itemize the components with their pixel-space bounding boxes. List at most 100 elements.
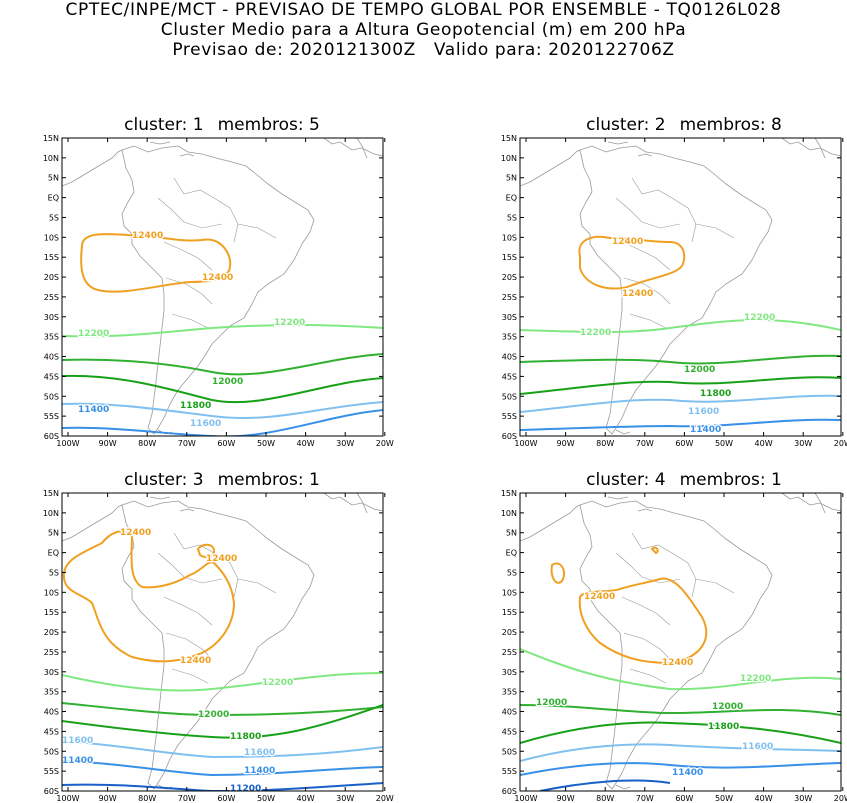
panel-title: cluster: 2 membros: 8 bbox=[586, 115, 782, 135]
contour-label: 12200 bbox=[262, 678, 293, 688]
lat-tick-label: 10N bbox=[501, 154, 517, 163]
panel-cluster: cluster: 4 bbox=[586, 470, 665, 490]
coastline bbox=[62, 149, 123, 187]
lat-tick-label: 5N bbox=[48, 174, 59, 183]
country-borders bbox=[157, 177, 277, 329]
lat-tick-label: 55S bbox=[502, 767, 517, 776]
panel-cluster: cluster: 1 bbox=[124, 115, 203, 135]
lat-tick-label: EQ bbox=[506, 194, 517, 203]
contour-label: 12400 bbox=[202, 273, 233, 283]
lon-tick-label: 30W bbox=[794, 794, 812, 803]
panel-membros: membros: 8 bbox=[680, 115, 782, 135]
country-borders bbox=[157, 532, 277, 684]
lat-tick-label: 10S bbox=[44, 233, 59, 242]
lat-tick-label: 35S bbox=[502, 688, 517, 697]
contour-line bbox=[80, 233, 232, 293]
lat-tick-label: 50S bbox=[502, 392, 517, 401]
contour-label: 12200 bbox=[744, 313, 775, 323]
contour-label: 11400 bbox=[672, 768, 703, 778]
coastline bbox=[356, 493, 368, 514]
contour-line bbox=[520, 704, 841, 716]
lon-tick-label: 100W bbox=[56, 439, 79, 448]
lat-tick-label: 20S bbox=[44, 628, 59, 637]
contour-label: 12400 bbox=[612, 237, 643, 247]
coastline bbox=[149, 141, 195, 157]
contour-line bbox=[62, 702, 383, 717]
lat-tick-label: 15S bbox=[44, 253, 59, 262]
lat-tick-label: 60S bbox=[44, 787, 59, 796]
lon-tick-label: 70W bbox=[178, 439, 196, 448]
lon-tick-label: 90W bbox=[99, 439, 117, 448]
contour-label: 12400 bbox=[622, 289, 653, 299]
lon-tick-label: 70W bbox=[636, 794, 654, 803]
coastline bbox=[121, 500, 315, 790]
lat-tick-label: 55S bbox=[44, 767, 59, 776]
map-frame bbox=[61, 492, 384, 792]
lat-tick-label: 15S bbox=[44, 608, 59, 617]
lon-tick-label: 30W bbox=[336, 794, 354, 803]
contour-line bbox=[62, 782, 383, 791]
map-panel-3: cluster: 3 membros: 1 12400 12400 12400 12200… bbox=[43, 470, 394, 803]
lat-tick-label: 30S bbox=[502, 313, 517, 322]
contour-line bbox=[62, 672, 383, 692]
lon-tick-label: 80W bbox=[596, 794, 614, 803]
contour-line bbox=[520, 418, 841, 431]
lat-tick-label: 5S bbox=[49, 213, 59, 222]
lat-tick-label: 45S bbox=[502, 727, 517, 736]
contour-label: 11800 bbox=[180, 401, 211, 411]
lon-tick-label: 50W bbox=[715, 794, 733, 803]
lon-tick-label: 20W bbox=[834, 439, 847, 448]
lat-tick-label: 60S bbox=[44, 432, 59, 441]
coastline bbox=[607, 496, 653, 512]
contour-label: 11400 bbox=[690, 425, 721, 435]
contour-label: 11600 bbox=[742, 742, 773, 752]
lon-tick-label: 60W bbox=[675, 794, 693, 803]
coastline bbox=[62, 504, 123, 542]
lon-tick-label: 100W bbox=[514, 794, 537, 803]
coastline bbox=[356, 138, 368, 159]
lat-tick-label: 15S bbox=[502, 608, 517, 617]
lat-tick-label: 40S bbox=[502, 708, 517, 717]
lon-tick-label: 100W bbox=[514, 439, 537, 448]
lat-tick-label: 5N bbox=[506, 174, 517, 183]
coastline bbox=[149, 496, 195, 512]
lon-tick-label: 90W bbox=[99, 794, 117, 803]
coastline bbox=[579, 500, 773, 790]
contour-label: 11200 bbox=[230, 784, 261, 794]
lat-tick-label: 15S bbox=[502, 253, 517, 262]
lon-tick-label: 40W bbox=[755, 439, 773, 448]
lon-tick-label: 40W bbox=[297, 439, 315, 448]
lat-tick-label: 45S bbox=[44, 727, 59, 736]
coastline bbox=[615, 429, 631, 435]
lon-tick-label: 40W bbox=[755, 794, 773, 803]
map-panel-1: cluster: 1 membros: 5 12400 12400 12200 12200… bbox=[43, 115, 394, 448]
coastline bbox=[781, 493, 841, 512]
lat-tick-label: 20S bbox=[502, 628, 517, 637]
contour-line bbox=[578, 577, 708, 665]
contour-label: 12400 bbox=[584, 592, 615, 602]
contour-line bbox=[62, 409, 383, 436]
contour-label: 12400 bbox=[120, 528, 151, 538]
lat-tick-label: 30S bbox=[44, 668, 59, 677]
lat-tick-label: 20S bbox=[44, 273, 59, 282]
lon-tick-label: 70W bbox=[178, 794, 196, 803]
contour-line bbox=[520, 648, 841, 691]
contour-label: 11600 bbox=[190, 419, 221, 429]
lon-tick-label: 90W bbox=[557, 794, 575, 803]
lat-tick-label: 10S bbox=[502, 233, 517, 242]
lat-tick-label: 10S bbox=[44, 588, 59, 597]
contour-label: 11800 bbox=[700, 389, 731, 399]
lat-tick-label: 60S bbox=[502, 432, 517, 441]
coastline bbox=[814, 138, 826, 159]
lat-tick-label: 45S bbox=[44, 372, 59, 381]
lat-tick-label: 60S bbox=[502, 787, 517, 796]
contour-line bbox=[62, 374, 383, 404]
lat-tick-label: 10S bbox=[502, 588, 517, 597]
lon-tick-label: 100W bbox=[56, 794, 79, 803]
lon-tick-label: 20W bbox=[376, 794, 394, 803]
header-line-2: Cluster Medio para a Altura Geopotencial… bbox=[160, 20, 687, 40]
contour-line bbox=[62, 704, 383, 739]
coastline bbox=[121, 145, 315, 435]
lat-tick-label: EQ bbox=[48, 194, 59, 203]
